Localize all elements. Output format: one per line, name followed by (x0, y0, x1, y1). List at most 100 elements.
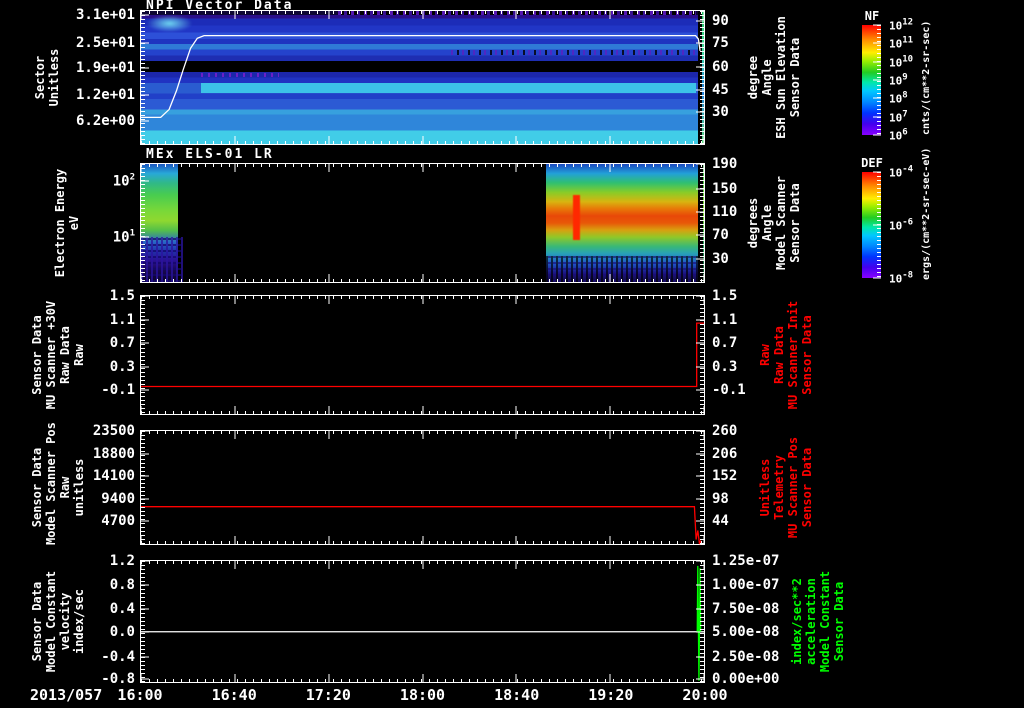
y-minor-ticks (700, 561, 704, 682)
tick-label: 2.50e-08 (712, 648, 780, 665)
panel1-title: NPI Vector Data (146, 0, 294, 13)
time-tick-label: 16:40 (211, 686, 257, 704)
npi-heatmap (141, 11, 704, 144)
els-left-speckle (141, 237, 184, 282)
time-tick-label: 18:40 (494, 686, 540, 704)
tick-label: 60 (712, 59, 729, 76)
tick-label: 260 (712, 423, 738, 439)
tick-label: -0.4 (101, 648, 135, 665)
date-label: 2013/057 (30, 686, 103, 704)
tick-label: 0.3 (109, 358, 135, 375)
tick-label: 1011 (889, 36, 914, 51)
y-minor-ticks (700, 296, 704, 414)
tick-label: 1.9e+01 (75, 60, 135, 77)
y-minor-ticks (141, 164, 145, 282)
tick-label: -0.8 (101, 670, 135, 687)
tick-label: 5.00e-08 (712, 623, 780, 640)
panel-npi-spectrogram: 3.1e+01 2.5e+01 1.9e+01 1.2e+01 6.2e+00 90 75 6… (76, 8, 729, 145)
tick-label: 108 (889, 91, 908, 106)
mu-scanner-init-line (141, 296, 704, 414)
tick-label: 0.0 (109, 623, 135, 640)
tick-label: 14100 (92, 468, 135, 485)
tick-label: 0.00e+00 (712, 670, 780, 687)
tick-label: 109 (889, 72, 908, 88)
y-minor-ticks (700, 11, 704, 144)
tick-label: 7.50e-08 (712, 601, 780, 618)
velocity-line (141, 561, 704, 682)
tick-label: 10-4 (889, 164, 914, 180)
acceleration-spike-line (141, 561, 704, 682)
tick-label: 0.4 (109, 601, 135, 618)
panel-model-constant-velocity: 1.2 0.8 0.4 0.0 -0.4 -0.8 1.25e-07 1.00e-07 7.50… (101, 554, 779, 686)
panel2-title: MEx ELS-01 LR (146, 147, 274, 162)
panel-mu-scanner-30v: 1.5 1.1 0.7 0.3 -0.1 1.5 1.1 0.7 0.3 -0.1 (101, 289, 746, 415)
npi-cyan-blob (146, 14, 192, 33)
tick-label: 1.2 (109, 553, 135, 569)
tick-label: -0.1 (101, 382, 135, 399)
tick-label: 110 (712, 204, 738, 221)
tick-label: 70 (712, 226, 729, 243)
tick-label: 9400 (101, 490, 135, 507)
panel-model-scanner-pos: 23500 18800 14100 9400 4700 260 206 152 98 44 (93, 424, 737, 545)
y-minor-ticks (141, 561, 145, 682)
tick-label: 30 (712, 251, 729, 268)
tick-label: 107 (889, 109, 908, 124)
tick-label: 101 (112, 228, 135, 246)
scanner-pos-line (141, 431, 704, 544)
y-minor-ticks (141, 296, 145, 414)
tick-label: 1.1 (712, 311, 738, 328)
colorbar-nf-label: NF (864, 9, 880, 23)
tick-label: 1.2e+01 (75, 86, 135, 103)
tick-label: -0.1 (712, 382, 746, 399)
y-minor-ticks (141, 11, 145, 144)
tick-label: 10-8 (889, 270, 914, 286)
tick-label: 0.3 (712, 358, 738, 375)
tick-label: 4700 (101, 513, 135, 530)
time-axis-labels: 16:00 16:40 17:20 18:00 18:40 19:20 20:00 (117, 686, 727, 704)
tick-label: 45 (712, 81, 729, 98)
tick-label: 150 (712, 180, 738, 197)
tick-label: 106 (889, 127, 908, 143)
els-right-speckle (546, 256, 698, 282)
tick-label: 6.2e+00 (75, 113, 135, 130)
colorbar-def-label: DEF (861, 156, 883, 170)
tick-label: 1010 (889, 54, 914, 69)
sun-elevation-line (141, 11, 704, 144)
tick-label: 1012 (889, 17, 914, 33)
tick-label: 75 (712, 35, 729, 52)
tick-label: 3.1e+01 (75, 6, 135, 23)
y-minor-ticks (700, 431, 704, 544)
panel-els-spectrogram: 102 101 190 150 110 70 30 (113, 157, 737, 283)
time-tick-label: 16:00 (117, 686, 163, 704)
tick-label: 18800 (92, 445, 135, 462)
tick-label: 0.8 (109, 576, 135, 593)
colorbar-nf: NF 1012 1011 1010 109 108 107 106 (862, 9, 913, 141)
time-tick-label: 17:20 (305, 686, 351, 704)
tick-label: 2.5e+01 (75, 34, 135, 51)
tick-label: 98 (712, 490, 729, 507)
y-minor-ticks (700, 164, 704, 282)
time-tick-label: 20:00 (682, 686, 728, 704)
tick-label: 102 (112, 172, 135, 189)
npi-bright-cyan-band (200, 82, 697, 94)
tick-label: 1.1 (109, 311, 135, 328)
tick-label: 44 (712, 513, 729, 530)
tick-label: 10-6 (889, 217, 914, 233)
tick-label: 90 (712, 12, 729, 29)
tick-label: 1.00e-07 (712, 576, 780, 593)
tick-label: 23500 (92, 423, 135, 439)
tick-label: 190 (712, 156, 738, 172)
tick-label: 0.7 (712, 335, 738, 352)
time-tick-label: 18:00 (399, 686, 446, 704)
colorbar-def: DEF 10-4 10-6 10-8 (861, 156, 913, 284)
tick-label: 0.7 (109, 335, 135, 352)
els-red-flare (573, 194, 580, 240)
time-tick-label: 19:20 (588, 686, 634, 704)
tick-label: 1.5 (712, 288, 738, 304)
npi-purple-noise-mid (450, 49, 697, 55)
y-minor-ticks (141, 431, 145, 544)
tick-label: 152 (712, 468, 738, 485)
npi-purple-noise-left (200, 72, 280, 78)
tick-label: 30 (712, 104, 729, 121)
